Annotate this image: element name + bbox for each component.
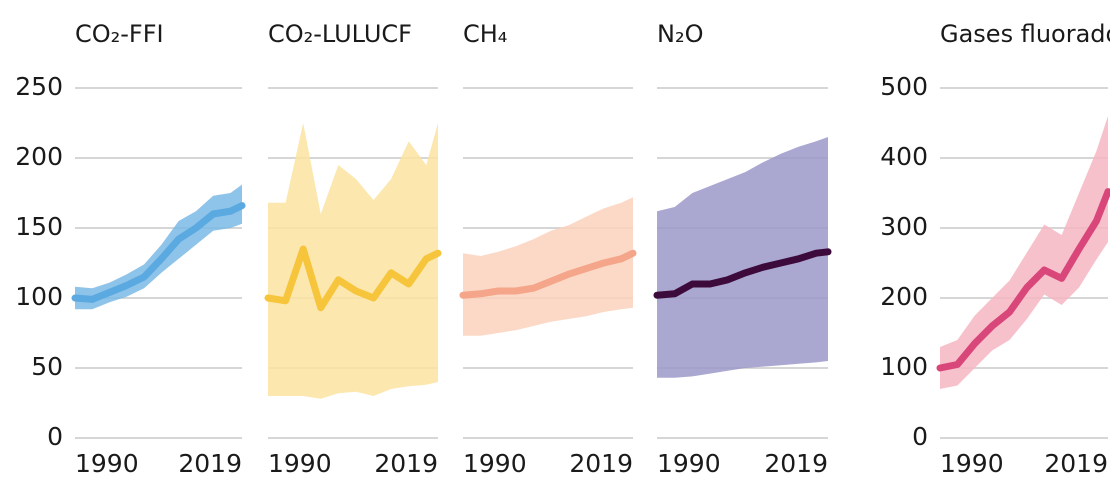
panel-title: N₂O [657, 20, 703, 48]
y-tick-label: 200 [15, 142, 63, 171]
y-tick-label: 150 [15, 212, 63, 241]
x-tick-label: 1990 [75, 449, 139, 478]
x-tick-label: 1990 [268, 449, 332, 478]
uncertainty-band [463, 197, 633, 336]
uncertainty-band [657, 137, 828, 378]
line [71, 202, 246, 303]
x-tick-label: 1990 [940, 449, 1004, 478]
x-tick-label: 1990 [657, 449, 721, 478]
y-tick-label: 300 [880, 212, 928, 241]
x-tick-label: 2019 [374, 449, 438, 478]
line [459, 249, 637, 299]
panel-title: CO₂-FFI [75, 20, 164, 48]
uncertainty-band [268, 123, 438, 399]
line [264, 245, 442, 312]
line [653, 248, 832, 299]
panel-title: CO₂-LULUCF [268, 20, 412, 48]
x-tick-label: 1990 [463, 449, 527, 478]
y-tick-label: 0 [912, 422, 928, 451]
y-tick-label: 100 [880, 352, 928, 381]
y-tick-label: 500 [880, 72, 928, 101]
x-tick-label: 2019 [764, 449, 828, 478]
y-tick-label: 0 [47, 422, 63, 451]
y-tick-label: 200 [880, 282, 928, 311]
line [936, 188, 1110, 372]
x-tick-label: 2019 [569, 449, 633, 478]
x-tick-label: 2019 [1044, 449, 1108, 478]
y-tick-label: 250 [15, 72, 63, 101]
panel-title: CH₄ [463, 20, 507, 48]
x-tick-label: 2019 [178, 449, 242, 478]
uncertainty-band [940, 116, 1108, 389]
y-tick-label: 400 [880, 142, 928, 171]
uncertainty-band [75, 184, 242, 310]
panel-title: Gases fluorados [940, 20, 1110, 48]
y-tick-label: 50 [31, 352, 63, 381]
y-tick-label: 100 [15, 282, 63, 311]
